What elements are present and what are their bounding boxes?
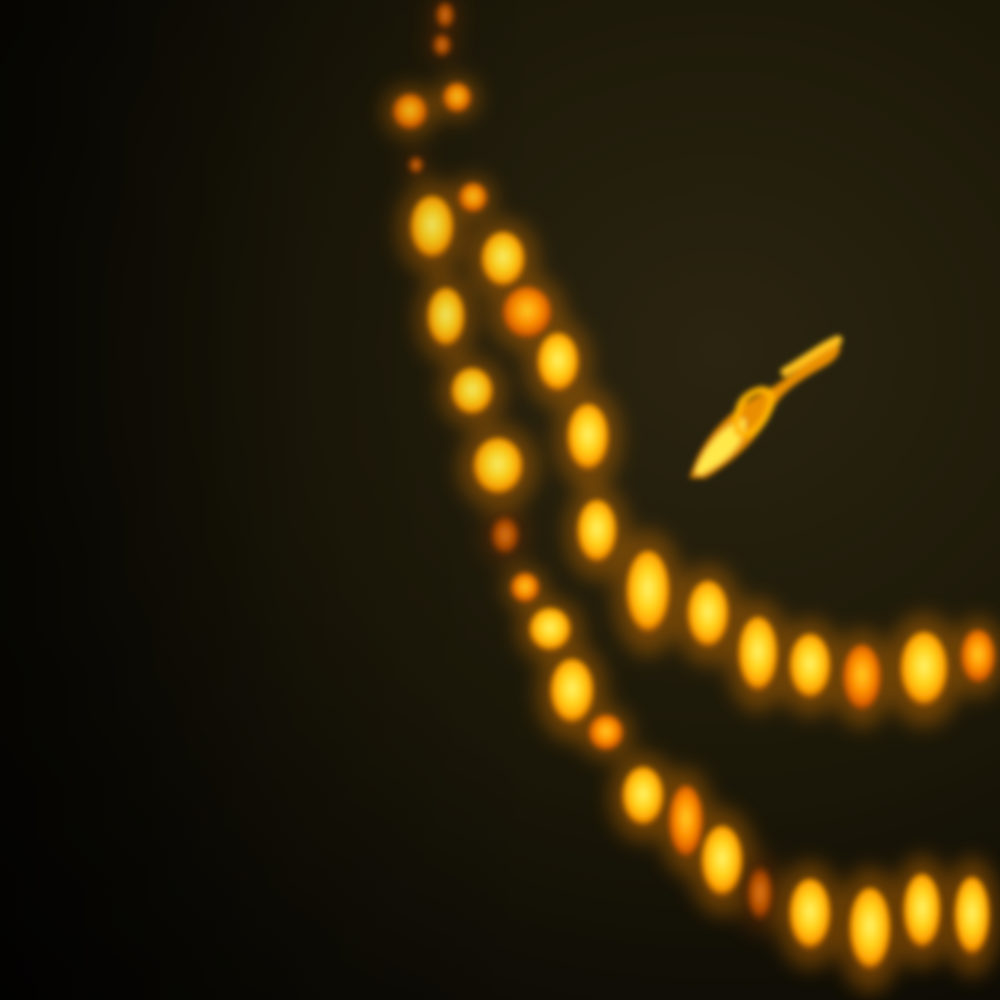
lower-trail-light [746, 865, 774, 921]
lower-trail-light [669, 786, 703, 858]
upper-trail-light [626, 551, 670, 635]
light-dots-layer [393, 1, 995, 972]
upper-trail-light [577, 500, 617, 564]
lower-trail-light [550, 659, 594, 725]
upper-trail-light [687, 581, 729, 649]
lower-trail-light [511, 573, 539, 603]
upper-trail-light [567, 404, 609, 472]
upper-trail-light [473, 438, 523, 496]
upper-trail-light [410, 196, 454, 260]
upper-trail-light [503, 287, 551, 339]
upper-trail-light [843, 645, 881, 711]
upper-trail-light [537, 333, 579, 393]
lower-trail-light [701, 826, 743, 898]
upper-trail-light [393, 94, 427, 130]
lower-trail-light [954, 877, 990, 957]
upper-trail-light [459, 183, 487, 213]
upper-trail-light [900, 632, 948, 708]
upper-trail-light [961, 630, 995, 684]
upper-trail-light [443, 83, 471, 113]
upper-trail-light [738, 617, 778, 693]
upper-trail-light [435, 1, 455, 29]
upper-trail-light [408, 156, 424, 174]
lower-trail-light [903, 874, 941, 950]
upper-trail-light [481, 232, 525, 288]
lower-trail-light [849, 888, 891, 972]
upper-trail-light [432, 33, 452, 57]
upper-trail-light [490, 515, 520, 555]
lower-trail-light [789, 879, 831, 951]
upper-trail-light [789, 634, 831, 700]
lower-trail-light [529, 608, 571, 652]
lower-trail-light [622, 767, 664, 827]
lower-trail-light [589, 715, 623, 751]
upper-trail-light [427, 288, 465, 348]
light-shard-streak [690, 335, 843, 478]
upper-trail-light [451, 368, 493, 416]
